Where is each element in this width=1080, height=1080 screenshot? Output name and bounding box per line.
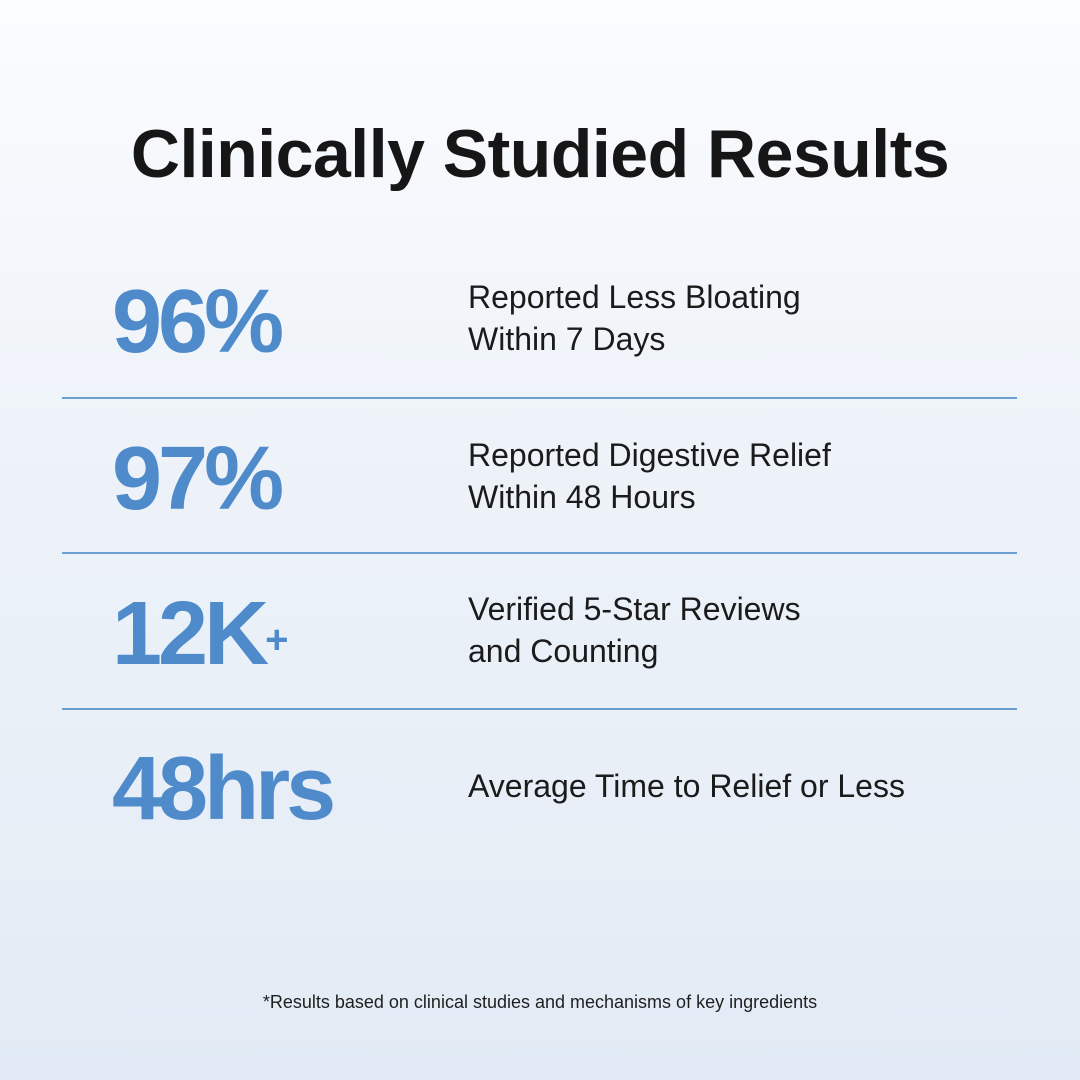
stat-value: 97% <box>112 429 284 529</box>
stat-number: 48hrs <box>112 739 336 839</box>
stat-description: Average Time to Relief or Less <box>468 765 1028 807</box>
stat-description-line: Within 48 Hours <box>468 479 696 515</box>
stat-value: 96% <box>112 272 284 372</box>
stat-description-line: Reported Digestive Relief <box>468 437 831 473</box>
stat-number: 12K <box>112 584 269 684</box>
row-divider <box>62 397 1017 399</box>
stat-description-line: Within 7 Days <box>468 321 666 357</box>
row-divider <box>62 552 1017 554</box>
footnote: *Results based on clinical studies and m… <box>262 992 818 1012</box>
stat-description-line: Average Time to Relief or Less <box>468 768 905 804</box>
stat-number: 97% <box>112 429 284 529</box>
stat-value: 12K+ <box>112 586 288 682</box>
stat-description: Reported Less Bloating Within 7 Days <box>468 276 1028 360</box>
stat-description-line: Verified 5-Star Reviews <box>468 591 801 627</box>
stat-suffix: + <box>265 618 289 662</box>
stat-value: 48hrs <box>112 739 336 839</box>
row-divider <box>62 708 1017 710</box>
stat-description: Verified 5-Star Reviews and Counting <box>468 588 1028 672</box>
stat-description-line: Reported Less Bloating <box>468 279 801 315</box>
stat-number: 96% <box>112 272 284 372</box>
stat-description-line: and Counting <box>468 633 659 669</box>
page-title: Clinically Studied Results <box>130 116 950 192</box>
stat-description: Reported Digestive Relief Within 48 Hour… <box>468 434 1028 518</box>
